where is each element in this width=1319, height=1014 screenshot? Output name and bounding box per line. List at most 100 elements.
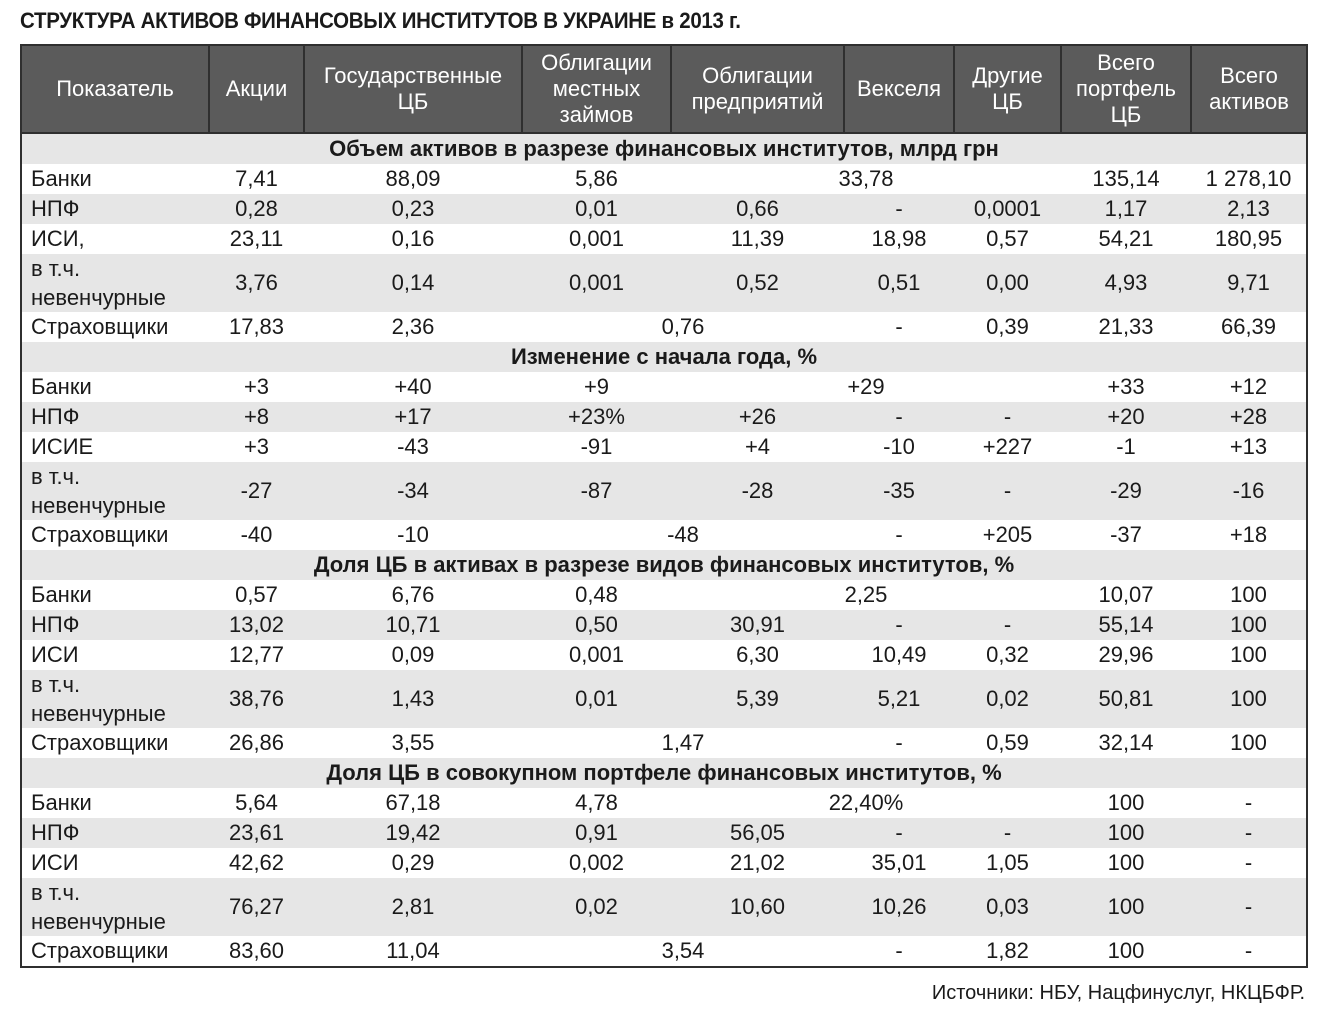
table-row: в т.ч. невенчурные 3,76 0,14 0,001 0,52 0,51 0… — [21, 254, 1307, 312]
table-cell: 54,21 — [1061, 224, 1191, 254]
table-cell: 7,41 — [209, 164, 304, 194]
table-cell: +28 — [1191, 402, 1307, 432]
table-cell: 10,60 — [671, 878, 844, 936]
table-cell: 23,61 — [209, 818, 304, 848]
row-label: Банки — [21, 788, 209, 818]
table-cell: - — [844, 936, 954, 967]
table-cell: 0,59 — [954, 728, 1061, 758]
table-cell: 1,47 — [522, 728, 844, 758]
section-title: Изменение с начала года, % — [21, 342, 1307, 372]
table-cell: 3,54 — [522, 936, 844, 967]
source-note: Источники: НБУ, Нацфинуслуг, НКЦБФР. — [931, 982, 1305, 1004]
table-cell: - — [844, 610, 954, 640]
table-cell: 10,26 — [844, 878, 954, 936]
table-cell: 56,05 — [671, 818, 844, 848]
table-row: НПФ 23,61 19,42 0,91 56,05- -100- — [21, 818, 1307, 848]
table-cell: 5,64 — [209, 788, 304, 818]
col-header-gov-securities: Государственные ЦБ — [303, 45, 522, 134]
assets-structure-table: Показатель Акции Государственные ЦБ Обли… — [20, 44, 1308, 968]
table-cell: +205 — [954, 520, 1061, 550]
table-cell: 0,57 — [209, 580, 304, 610]
table-cell: 21,33 — [1061, 312, 1191, 342]
table-cell: +227 — [954, 432, 1061, 462]
table-cell: 100 — [1191, 670, 1307, 728]
table-cell: 10,49 — [844, 640, 954, 670]
table-cell: 5,86 — [522, 164, 671, 194]
table-cell: -87 — [522, 462, 671, 520]
table-cell: -28 — [671, 462, 844, 520]
table-cell: 21,02 — [671, 848, 844, 878]
table-row: ИСИ 12,77 0,09 0,001 6,30 10,49 0,32 29,96 100 — [21, 640, 1307, 670]
table-cell: +20 — [1061, 402, 1191, 432]
table-cell: +12 — [1191, 372, 1307, 402]
table-cell: 5,21 — [844, 670, 954, 728]
table-cell: 0,03 — [954, 878, 1061, 936]
table-cell: -10 — [304, 520, 522, 550]
row-label: в т.ч. невенчурные — [21, 254, 209, 312]
table-cell: -40 — [209, 520, 304, 550]
table-cell: 10,07 — [1061, 580, 1191, 610]
table-cell: 9,71 — [1191, 254, 1307, 312]
table-cell: 3,76 — [209, 254, 304, 312]
table-row: Страховщики 26,86 3,55 1,47-0,59 32,14 100 — [21, 728, 1307, 758]
table-cell: 0,09 — [304, 640, 522, 670]
table-row: в т.ч. невенчурные 38,76 1,43 0,01 5,39 5,21 0… — [21, 670, 1307, 728]
table-cell: -48 — [522, 520, 844, 550]
table-cell: -37 — [1061, 520, 1191, 550]
col-header-stocks: Акции — [208, 45, 304, 134]
table-cell: 0,39 — [954, 312, 1061, 342]
table-cell: -27 — [209, 462, 304, 520]
col-header-corporate-bonds: Облигации предприятий — [670, 45, 844, 134]
section-title: Доля ЦБ в активах в разрезе видов финанс… — [21, 550, 1307, 580]
table-cell: 19,42 — [304, 818, 522, 848]
table-cell: 67,18 — [304, 788, 522, 818]
table-cell: 30,91 — [671, 610, 844, 640]
table-cell: 66,39 — [1191, 312, 1307, 342]
table-cell: +9 — [522, 372, 671, 402]
table-cell: 0,91 — [522, 818, 671, 848]
table-cell: 83,60 — [209, 936, 304, 967]
table-cell: 0,002 — [522, 848, 671, 878]
header-row: Показатель Акции Государственные ЦБ Обли… — [21, 45, 1307, 134]
table-cell: - — [844, 402, 954, 432]
table-cell: 10,71 — [304, 610, 522, 640]
row-label: Страховщики — [21, 312, 209, 342]
table-cell: - — [1191, 936, 1307, 967]
row-label: в т.ч. невенчурные — [21, 878, 209, 936]
table-cell: -35 — [844, 462, 954, 520]
table-cell: 135,14 — [1061, 164, 1191, 194]
table-cell: 0,01 — [522, 194, 671, 224]
table-cell: 0,0001 — [954, 194, 1061, 224]
section-title: Объем активов в разрезе финансовых инсти… — [21, 133, 1307, 164]
col-header-other-securities: Другие ЦБ — [953, 45, 1061, 134]
table-cell: 13,02 — [209, 610, 304, 640]
table-row: НПФ 0,28 0,23 0,01 0,66-0,0001 1,17 2,13 — [21, 194, 1307, 224]
table-row: ИСИ 42,62 0,29 0,002 21,02 35,01 1,05 100- — [21, 848, 1307, 878]
table-cell: - — [1191, 848, 1307, 878]
section-title: Доля ЦБ в совокупном портфеле финансовых… — [21, 758, 1307, 788]
col-header-indicator: Показатель — [21, 45, 209, 134]
table-cell: 0,001 — [522, 224, 671, 254]
table-cell: 22,40% — [671, 788, 1061, 818]
table-cell: 0,16 — [304, 224, 522, 254]
table-cell: - — [844, 520, 954, 550]
table-cell: 3,55 — [304, 728, 522, 758]
table-row: Банки 5,64 67,18 4,78 22,40% 100- — [21, 788, 1307, 818]
table-cell: 100 — [1061, 818, 1191, 848]
table-cell: - — [1191, 818, 1307, 848]
table-row: НПФ 13,02 10,71 0,50 30,91- -55,14 100 — [21, 610, 1307, 640]
row-label: Страховщики — [21, 728, 209, 758]
table-cell: -29 — [1061, 462, 1191, 520]
row-label: НПФ — [21, 194, 209, 224]
table-cell: - — [954, 818, 1061, 848]
table-cell: 0,51 — [844, 254, 954, 312]
table-cell: 100 — [1061, 788, 1191, 818]
table-cell: 1,17 — [1061, 194, 1191, 224]
table-cell: - — [954, 462, 1061, 520]
table-cell: +23% — [522, 402, 671, 432]
table-row: Страховщики 17,83 2,36 0,76-0,39 21,33 66,39 — [21, 312, 1307, 342]
table-cell: 11,04 — [304, 936, 522, 967]
section-header-row: Доля ЦБ в совокупном портфеле финансовых… — [21, 758, 1307, 788]
table-cell: 23,11 — [209, 224, 304, 254]
table-cell: 0,02 — [954, 670, 1061, 728]
